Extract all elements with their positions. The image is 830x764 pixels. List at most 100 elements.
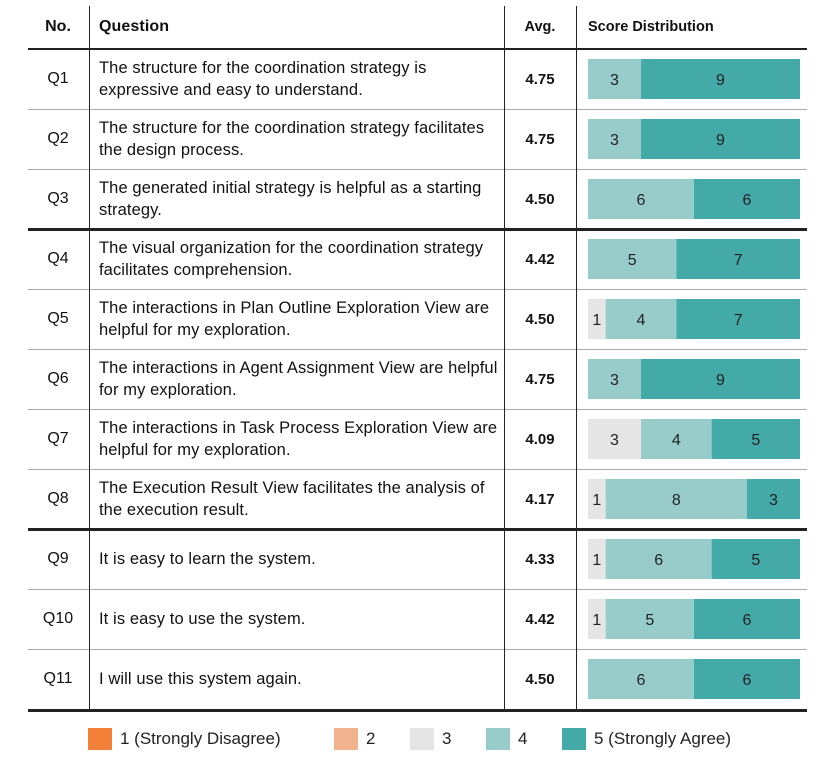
bar-segment-label: 1 bbox=[592, 552, 601, 569]
question-number: Q4 bbox=[47, 250, 69, 267]
average-score: 4.50 bbox=[525, 190, 555, 208]
header-divider bbox=[28, 48, 807, 50]
average-score: 4.09 bbox=[525, 430, 555, 448]
legend-label: 2 bbox=[366, 729, 376, 748]
question-text: The visual organization for the coordina… bbox=[99, 239, 484, 279]
bar-segment bbox=[588, 479, 606, 519]
bar-segment bbox=[588, 539, 606, 579]
bar-segment-label: 6 bbox=[743, 192, 752, 209]
survey-table: No. Question Avg. Score Distribution Q1 T… bbox=[28, 6, 807, 712]
legend-swatch bbox=[88, 728, 112, 750]
bar-segment bbox=[694, 599, 800, 639]
bar-segment bbox=[588, 419, 641, 459]
bar-segment bbox=[588, 179, 694, 219]
bar-segment-label: 7 bbox=[734, 312, 743, 329]
bar-segment-label: 6 bbox=[743, 672, 752, 689]
table-row: Q9 It is easy to learn the system. 4.33 bbox=[28, 529, 807, 589]
row-divider bbox=[28, 109, 807, 110]
bar-segment-label: 4 bbox=[637, 312, 646, 329]
bar-segment bbox=[605, 479, 747, 519]
row-divider bbox=[28, 409, 807, 410]
bar-segment bbox=[588, 359, 641, 399]
bar-segment bbox=[641, 419, 712, 459]
average-score: 4.42 bbox=[525, 250, 555, 268]
bar-segment bbox=[747, 479, 800, 519]
header-question: Question bbox=[99, 18, 170, 35]
question-text: The structure for the coordination strat… bbox=[99, 119, 485, 159]
table-row: Q3 The generated initial strategy is help… bbox=[28, 169, 807, 229]
row-divider bbox=[28, 169, 807, 170]
bar-segment-label: 5 bbox=[751, 552, 760, 569]
question-number: Q7 bbox=[47, 430, 69, 447]
bar-segment-label: 3 bbox=[610, 372, 619, 389]
table-row: Q2 The structure for the coordination str… bbox=[28, 109, 807, 169]
bar-segment bbox=[676, 299, 800, 339]
row-divider bbox=[28, 469, 807, 470]
header-score-distribution: Score Distribution bbox=[588, 19, 714, 35]
question-number: Q2 bbox=[47, 130, 69, 147]
bar-segment bbox=[694, 179, 800, 219]
legend-item: 3 bbox=[410, 728, 451, 750]
bar-segment-label: 4 bbox=[672, 432, 681, 449]
average-score: 4.33 bbox=[525, 550, 555, 568]
question-number: Q3 bbox=[47, 190, 69, 207]
bar-segment-label: 3 bbox=[610, 132, 619, 149]
question-number: Q9 bbox=[47, 550, 69, 567]
question-text: The interactions in Task Process Explora… bbox=[99, 419, 498, 459]
average-score: 4.75 bbox=[525, 70, 555, 88]
section-divider bbox=[28, 228, 807, 231]
bar-segment-label: 6 bbox=[743, 612, 752, 629]
bar-segment-label: 7 bbox=[734, 252, 743, 269]
table-row: Q7 The interactions in Task Process Explo… bbox=[28, 409, 807, 469]
section-divider bbox=[28, 528, 807, 531]
header-row: No. Question Avg. Score Distribution bbox=[28, 6, 807, 48]
bar-segment bbox=[711, 539, 800, 579]
average-score: 4.50 bbox=[525, 670, 555, 688]
question-number: Q10 bbox=[42, 610, 74, 627]
bar-segment-label: 3 bbox=[610, 72, 619, 89]
question-number: Q6 bbox=[47, 370, 69, 387]
column-divider bbox=[504, 6, 505, 709]
table-row: Q4 The visual organization for the coordi… bbox=[28, 229, 807, 289]
legend-item: 1 (Strongly Disagree) bbox=[88, 728, 281, 750]
question-text: I will use this system again. bbox=[99, 670, 302, 688]
average-score: 4.75 bbox=[525, 370, 555, 388]
bar-segment bbox=[711, 419, 800, 459]
legend-item: 4 bbox=[486, 728, 527, 750]
bar-segment-label: 6 bbox=[637, 192, 646, 209]
row-divider bbox=[28, 589, 807, 590]
question-text: It is easy to learn the system. bbox=[99, 550, 316, 568]
bar-segment bbox=[641, 119, 800, 159]
row-divider bbox=[28, 649, 807, 650]
bar-segment bbox=[588, 119, 641, 159]
question-number: Q5 bbox=[47, 310, 69, 327]
bar-segment-label: 3 bbox=[769, 492, 778, 509]
question-text: The interactions in Plan Outline Explora… bbox=[99, 299, 490, 339]
bar-segment bbox=[605, 599, 694, 639]
header-no: No. bbox=[45, 18, 71, 35]
legend-label: 1 (Strongly Disagree) bbox=[120, 729, 281, 748]
bar-segment-label: 1 bbox=[592, 612, 601, 629]
bar-segment-label: 9 bbox=[716, 372, 725, 389]
bar-segment-label: 5 bbox=[645, 612, 654, 629]
table-bottom-rule bbox=[28, 709, 807, 712]
bar-segment-label: 9 bbox=[716, 132, 725, 149]
row-divider bbox=[28, 289, 807, 290]
table-row: Q8 The Execution Result View facilitates … bbox=[28, 469, 807, 529]
bar-segment bbox=[588, 299, 606, 339]
bar-segment bbox=[641, 359, 800, 399]
question-text: It is easy to use the system. bbox=[99, 610, 306, 628]
bar-segment-label: 3 bbox=[610, 432, 619, 449]
legend-label: 3 bbox=[442, 729, 452, 748]
table-row: Q11 I will use this system again. 4.50 bbox=[28, 649, 807, 709]
legend-swatch bbox=[486, 728, 510, 750]
question-number: Q1 bbox=[47, 70, 69, 87]
bar-segment bbox=[605, 539, 712, 579]
bar-segment-label: 1 bbox=[592, 312, 601, 329]
legend-swatch bbox=[410, 728, 434, 750]
average-score: 4.50 bbox=[525, 310, 555, 328]
bar-segment bbox=[605, 299, 677, 339]
bar-segment bbox=[588, 59, 641, 99]
question-number: Q11 bbox=[43, 670, 73, 687]
legend-swatch bbox=[334, 728, 358, 750]
